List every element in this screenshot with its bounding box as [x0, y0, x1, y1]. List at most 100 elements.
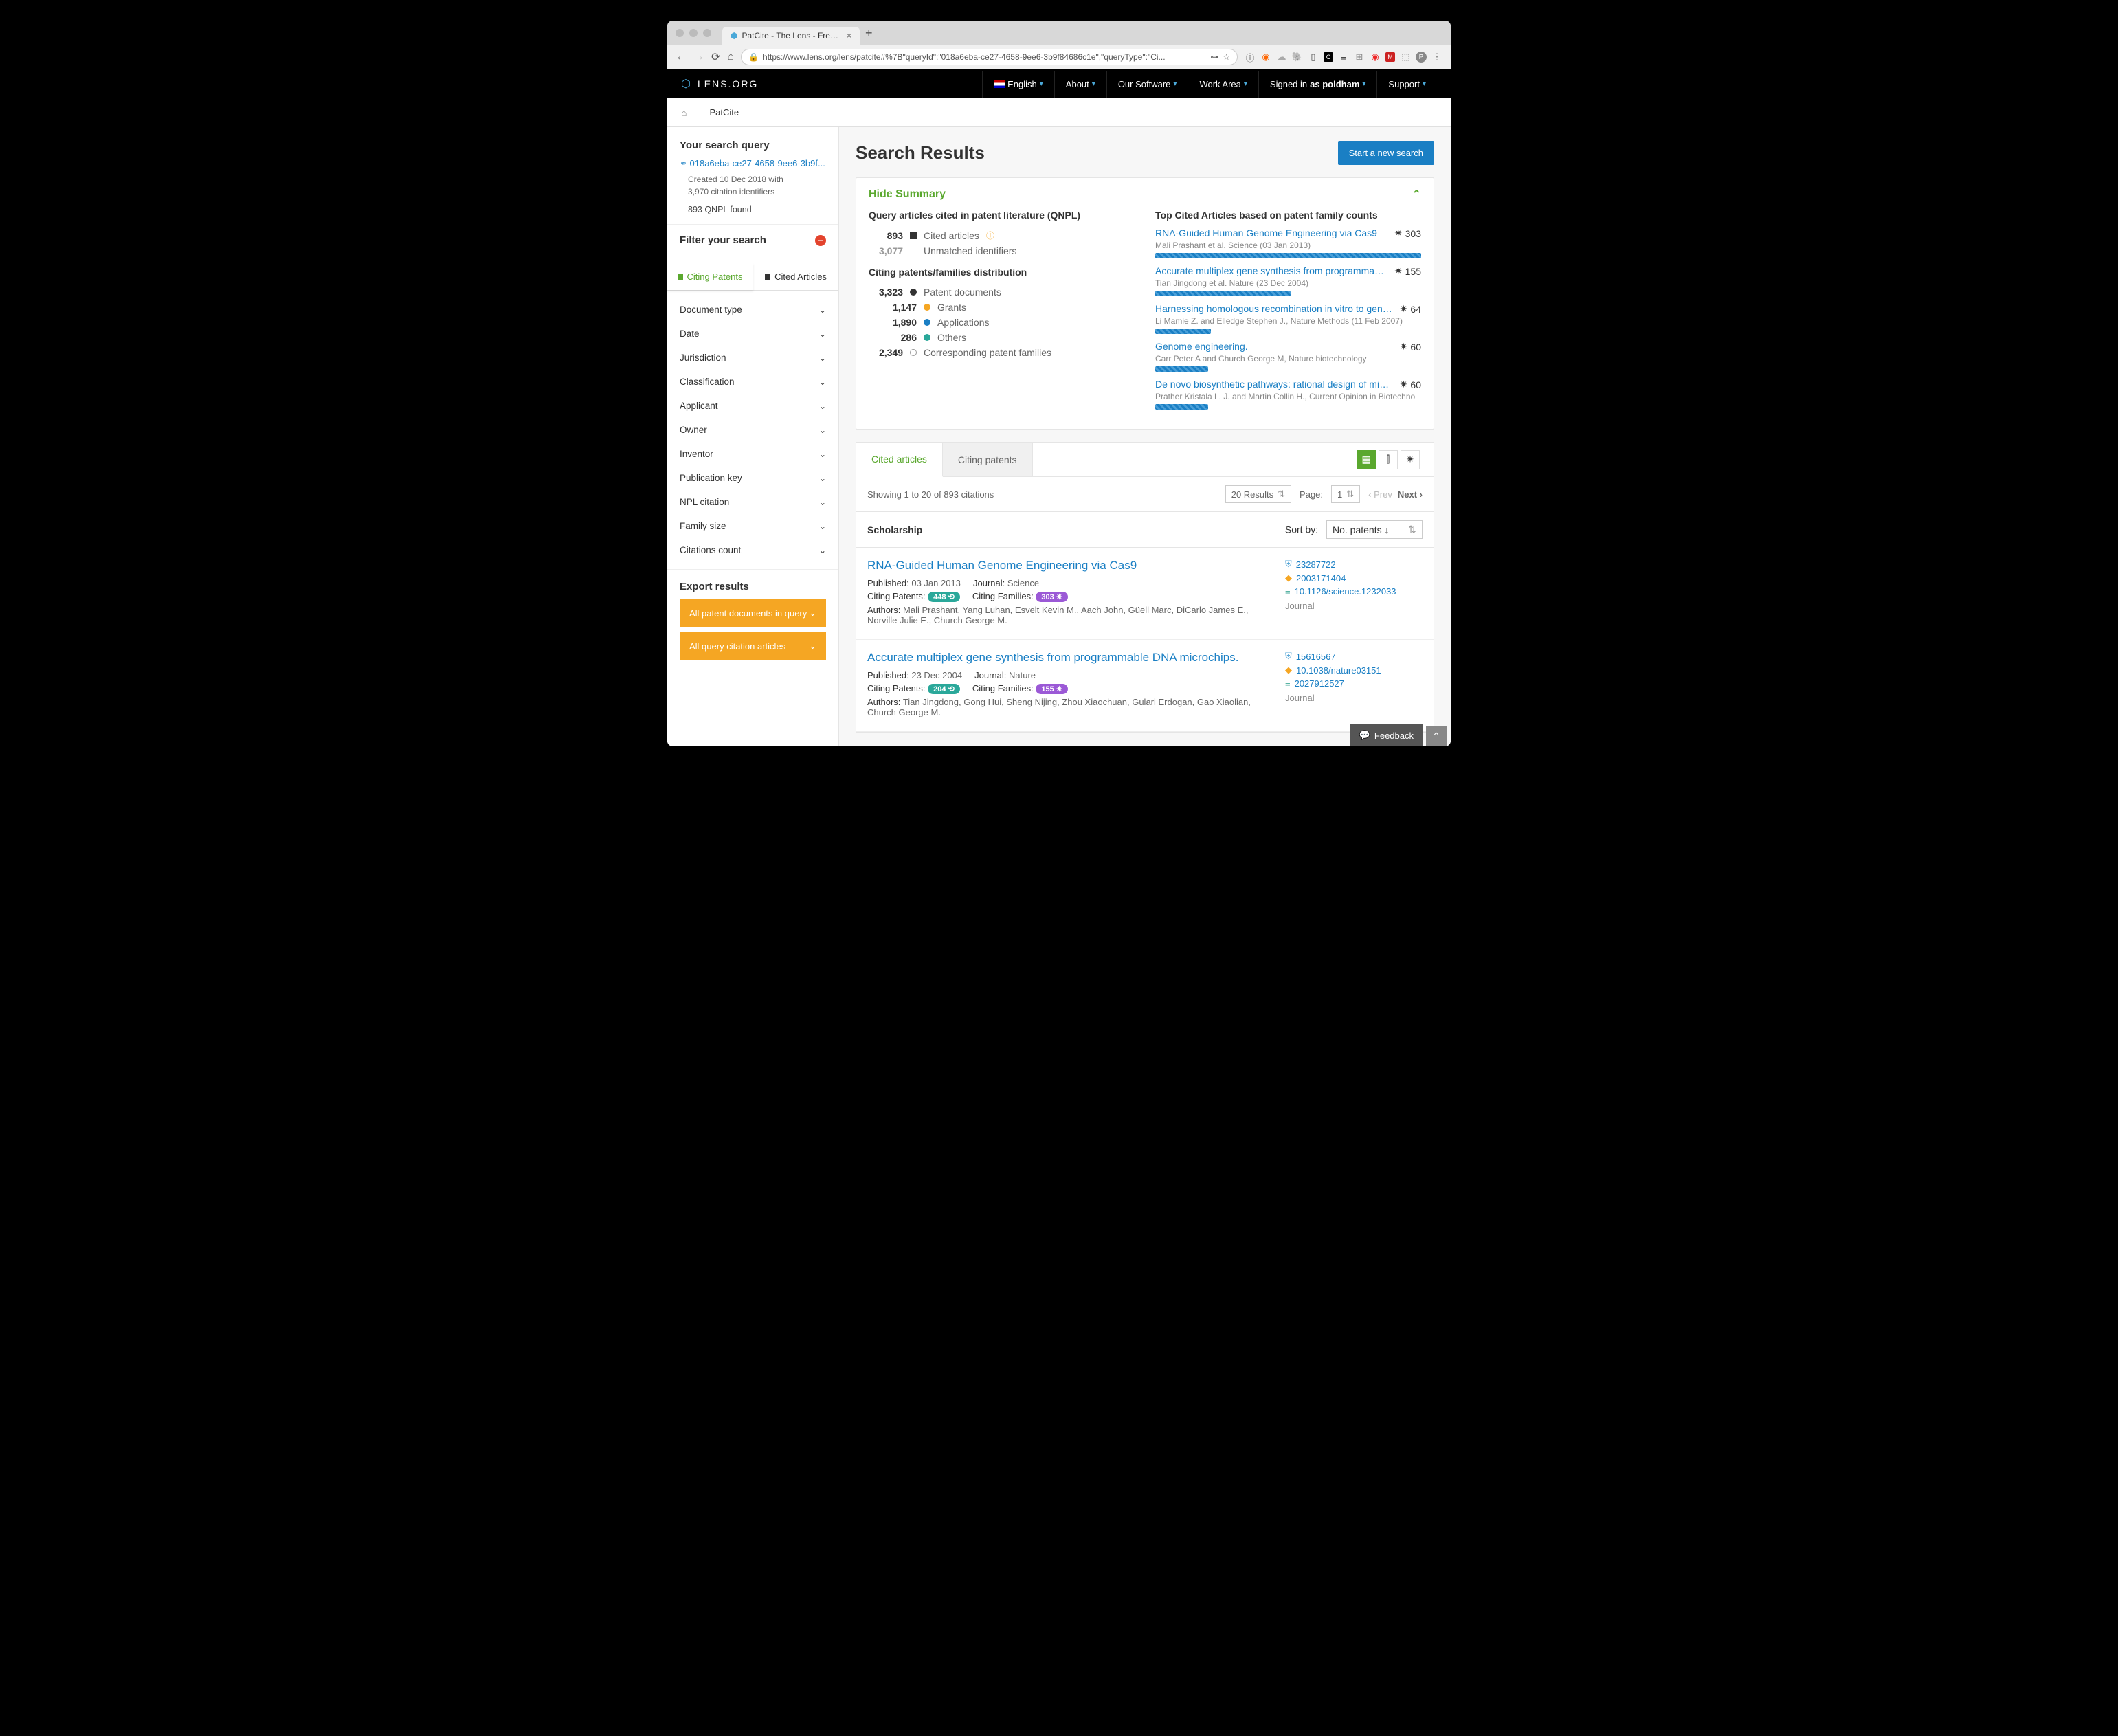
top-cited-meta: Tian Jingdong et al. Nature (23 Dec 2004…	[1155, 278, 1421, 288]
hide-summary-toggle[interactable]: Hide Summary ⌃	[869, 188, 1421, 201]
main-area: Your search query ⚭ 018a6eba-ce27-4658-9…	[667, 127, 1451, 746]
ext-icon[interactable]: ☁	[1276, 52, 1287, 63]
ext-icon[interactable]: ≡	[1338, 52, 1349, 63]
chevron-down-icon: ⌄	[819, 305, 826, 315]
breadcrumb-page[interactable]: PatCite	[698, 98, 739, 127]
citation-id[interactable]: ⛨ 15616567	[1285, 651, 1423, 662]
citing-patents-badge[interactable]: 448 ⟲	[928, 592, 960, 602]
filter-item[interactable]: NPL citation⌄	[680, 490, 826, 514]
citation-id[interactable]: ⛨ 23287722	[1285, 559, 1423, 570]
citation-id[interactable]: ◆ 2003171404	[1285, 572, 1423, 583]
bookmark-icon[interactable]: ☆	[1223, 52, 1230, 62]
tab-cited-articles[interactable]: Cited articles	[856, 443, 943, 477]
filter-item[interactable]: Owner⌄	[680, 418, 826, 442]
top-cited-item[interactable]: De novo biosynthetic pathways: rational …	[1155, 379, 1421, 410]
browser-tab[interactable]: ⬢ PatCite - The Lens - Free & O ×	[722, 27, 860, 45]
filter-item[interactable]: Jurisdiction⌄	[680, 346, 826, 370]
ext-icon[interactable]: ⊞	[1354, 52, 1365, 63]
page-size-select[interactable]: 20 Results ⇅	[1225, 485, 1291, 503]
nav-language[interactable]: English ▾	[982, 71, 1054, 98]
home-button[interactable]: ⌂	[727, 51, 734, 63]
citation-id[interactable]: ◆ 10.1038/nature03151	[1285, 665, 1423, 676]
tab-citing-patents[interactable]: Citing patents	[943, 443, 1033, 476]
filter-item[interactable]: Date⌄	[680, 322, 826, 346]
ext-icon[interactable]: C	[1324, 52, 1333, 62]
citing-families-badge[interactable]: 155 ✷	[1036, 684, 1068, 694]
ext-icon[interactable]: P	[1416, 52, 1427, 63]
next-page-button[interactable]: Next ›	[1398, 489, 1423, 500]
filter-item[interactable]: Classification⌄	[680, 370, 826, 394]
top-cited-item[interactable]: Harnessing homologous recombination in v…	[1155, 303, 1421, 334]
prev-page-button[interactable]: ‹ Prev	[1368, 489, 1392, 500]
scroll-top-button[interactable]: ⌃	[1426, 726, 1447, 746]
nav-support[interactable]: Support ▾	[1376, 71, 1437, 98]
filter-item[interactable]: Document type⌄	[680, 298, 826, 322]
nav-about[interactable]: About ▾	[1054, 71, 1106, 98]
info-icon[interactable]: ⓘ	[986, 230, 994, 241]
top-cited-item[interactable]: Accurate multiplex gene synthesis from p…	[1155, 265, 1421, 296]
feedback-button[interactable]: 💬 Feedback	[1350, 724, 1423, 746]
view-network-button[interactable]: ✷	[1401, 450, 1420, 469]
close-tab-icon[interactable]: ×	[847, 31, 851, 41]
ext-icon[interactable]: ▯	[1308, 52, 1319, 63]
key-icon[interactable]: ⊶	[1210, 52, 1218, 62]
citation-id[interactable]: ≡ 10.1126/science.1232033	[1285, 586, 1423, 597]
new-tab-button[interactable]: +	[865, 26, 873, 45]
chevron-down-icon: ▾	[1423, 80, 1426, 88]
ext-icon[interactable]: ◉	[1260, 52, 1271, 63]
top-cited-bar	[1155, 253, 1421, 258]
close-window-icon[interactable]	[676, 29, 684, 37]
reload-button[interactable]: ⟳	[711, 50, 720, 64]
page-label: Page:	[1300, 489, 1323, 500]
chevron-down-icon: ▾	[1244, 80, 1247, 88]
filter-item[interactable]: Citations count⌄	[680, 538, 826, 562]
ext-icon[interactable]: ◉	[1370, 52, 1381, 63]
citation-title[interactable]: Accurate multiplex gene synthesis from p…	[867, 651, 1271, 665]
top-cited-item[interactable]: Genome engineering. 60 Carr Peter A and …	[1155, 341, 1421, 372]
unmatched-count: 3,077	[869, 245, 903, 256]
maximize-window-icon[interactable]	[703, 29, 711, 37]
citing-families-badge[interactable]: 303 ✷	[1036, 592, 1068, 602]
filter-label: Applicant	[680, 401, 718, 411]
home-icon[interactable]: ⌂	[681, 107, 687, 118]
filter-item[interactable]: Inventor⌄	[680, 442, 826, 466]
start-new-search-button[interactable]: Start a new search	[1338, 141, 1434, 165]
filter-tab-citing-patents[interactable]: Citing Patents	[667, 263, 753, 290]
filter-item[interactable]: Publication key⌄	[680, 466, 826, 490]
url-input[interactable]: 🔒 https://www.lens.org/lens/patcite#%7B"…	[741, 49, 1238, 65]
filter-tab-cited-articles[interactable]: Cited Articles	[753, 263, 838, 290]
ext-icon[interactable]: ⋮	[1431, 52, 1442, 63]
filter-tabs: Citing Patents Cited Articles	[667, 263, 838, 291]
sort-select[interactable]: No. patents ↓ ⇅	[1326, 520, 1423, 539]
nav-software[interactable]: Our Software ▾	[1106, 71, 1188, 98]
citation-id[interactable]: ≡ 2027912527	[1285, 678, 1423, 689]
view-chart-button[interactable]: ⫿	[1379, 450, 1398, 469]
nav-signed-in[interactable]: Signed in as poldham ▾	[1258, 71, 1377, 98]
export-button[interactable]: All query citation articles⌄	[680, 632, 826, 660]
export-button[interactable]: All patent documents in query⌄	[680, 599, 826, 627]
filter-item[interactable]: Applicant⌄	[680, 394, 826, 418]
nav-work-area[interactable]: Work Area ▾	[1188, 71, 1258, 98]
chevron-down-icon: ▾	[1173, 80, 1177, 88]
back-button[interactable]: ←	[676, 51, 687, 63]
view-table-button[interactable]: ▦	[1357, 450, 1376, 469]
collapse-filter-icon[interactable]: −	[815, 235, 826, 246]
showing-text: Showing 1 to 20 of 893 citations	[867, 489, 994, 500]
query-id-link[interactable]: ⚭ 018a6eba-ce27-4658-9ee6-3b9f...	[680, 158, 826, 169]
citation-title[interactable]: RNA-Guided Human Genome Engineering via …	[867, 559, 1271, 572]
minimize-window-icon[interactable]	[689, 29, 698, 37]
ext-icon[interactable]: ⬚	[1400, 52, 1411, 63]
filter-item[interactable]: Family size⌄	[680, 514, 826, 538]
window-controls[interactable]	[676, 29, 711, 43]
citing-patents-badge[interactable]: 204 ⟲	[928, 684, 960, 694]
ext-icon[interactable]: 🐘	[1292, 52, 1303, 63]
filter-label: Jurisdiction	[680, 353, 726, 363]
chevron-down-icon: ⌄	[819, 546, 826, 555]
citation-item: Accurate multiplex gene synthesis from p…	[856, 640, 1434, 732]
forward-button[interactable]: →	[693, 51, 704, 63]
page-number-input[interactable]: 1 ⇅	[1331, 485, 1360, 503]
top-cited-item[interactable]: RNA-Guided Human Genome Engineering via …	[1155, 227, 1421, 258]
ext-icon[interactable]: M	[1385, 52, 1395, 62]
ext-icon[interactable]: ⓘ	[1245, 52, 1256, 63]
lens-logo[interactable]: ⬡ LENS.ORG	[681, 77, 758, 91]
